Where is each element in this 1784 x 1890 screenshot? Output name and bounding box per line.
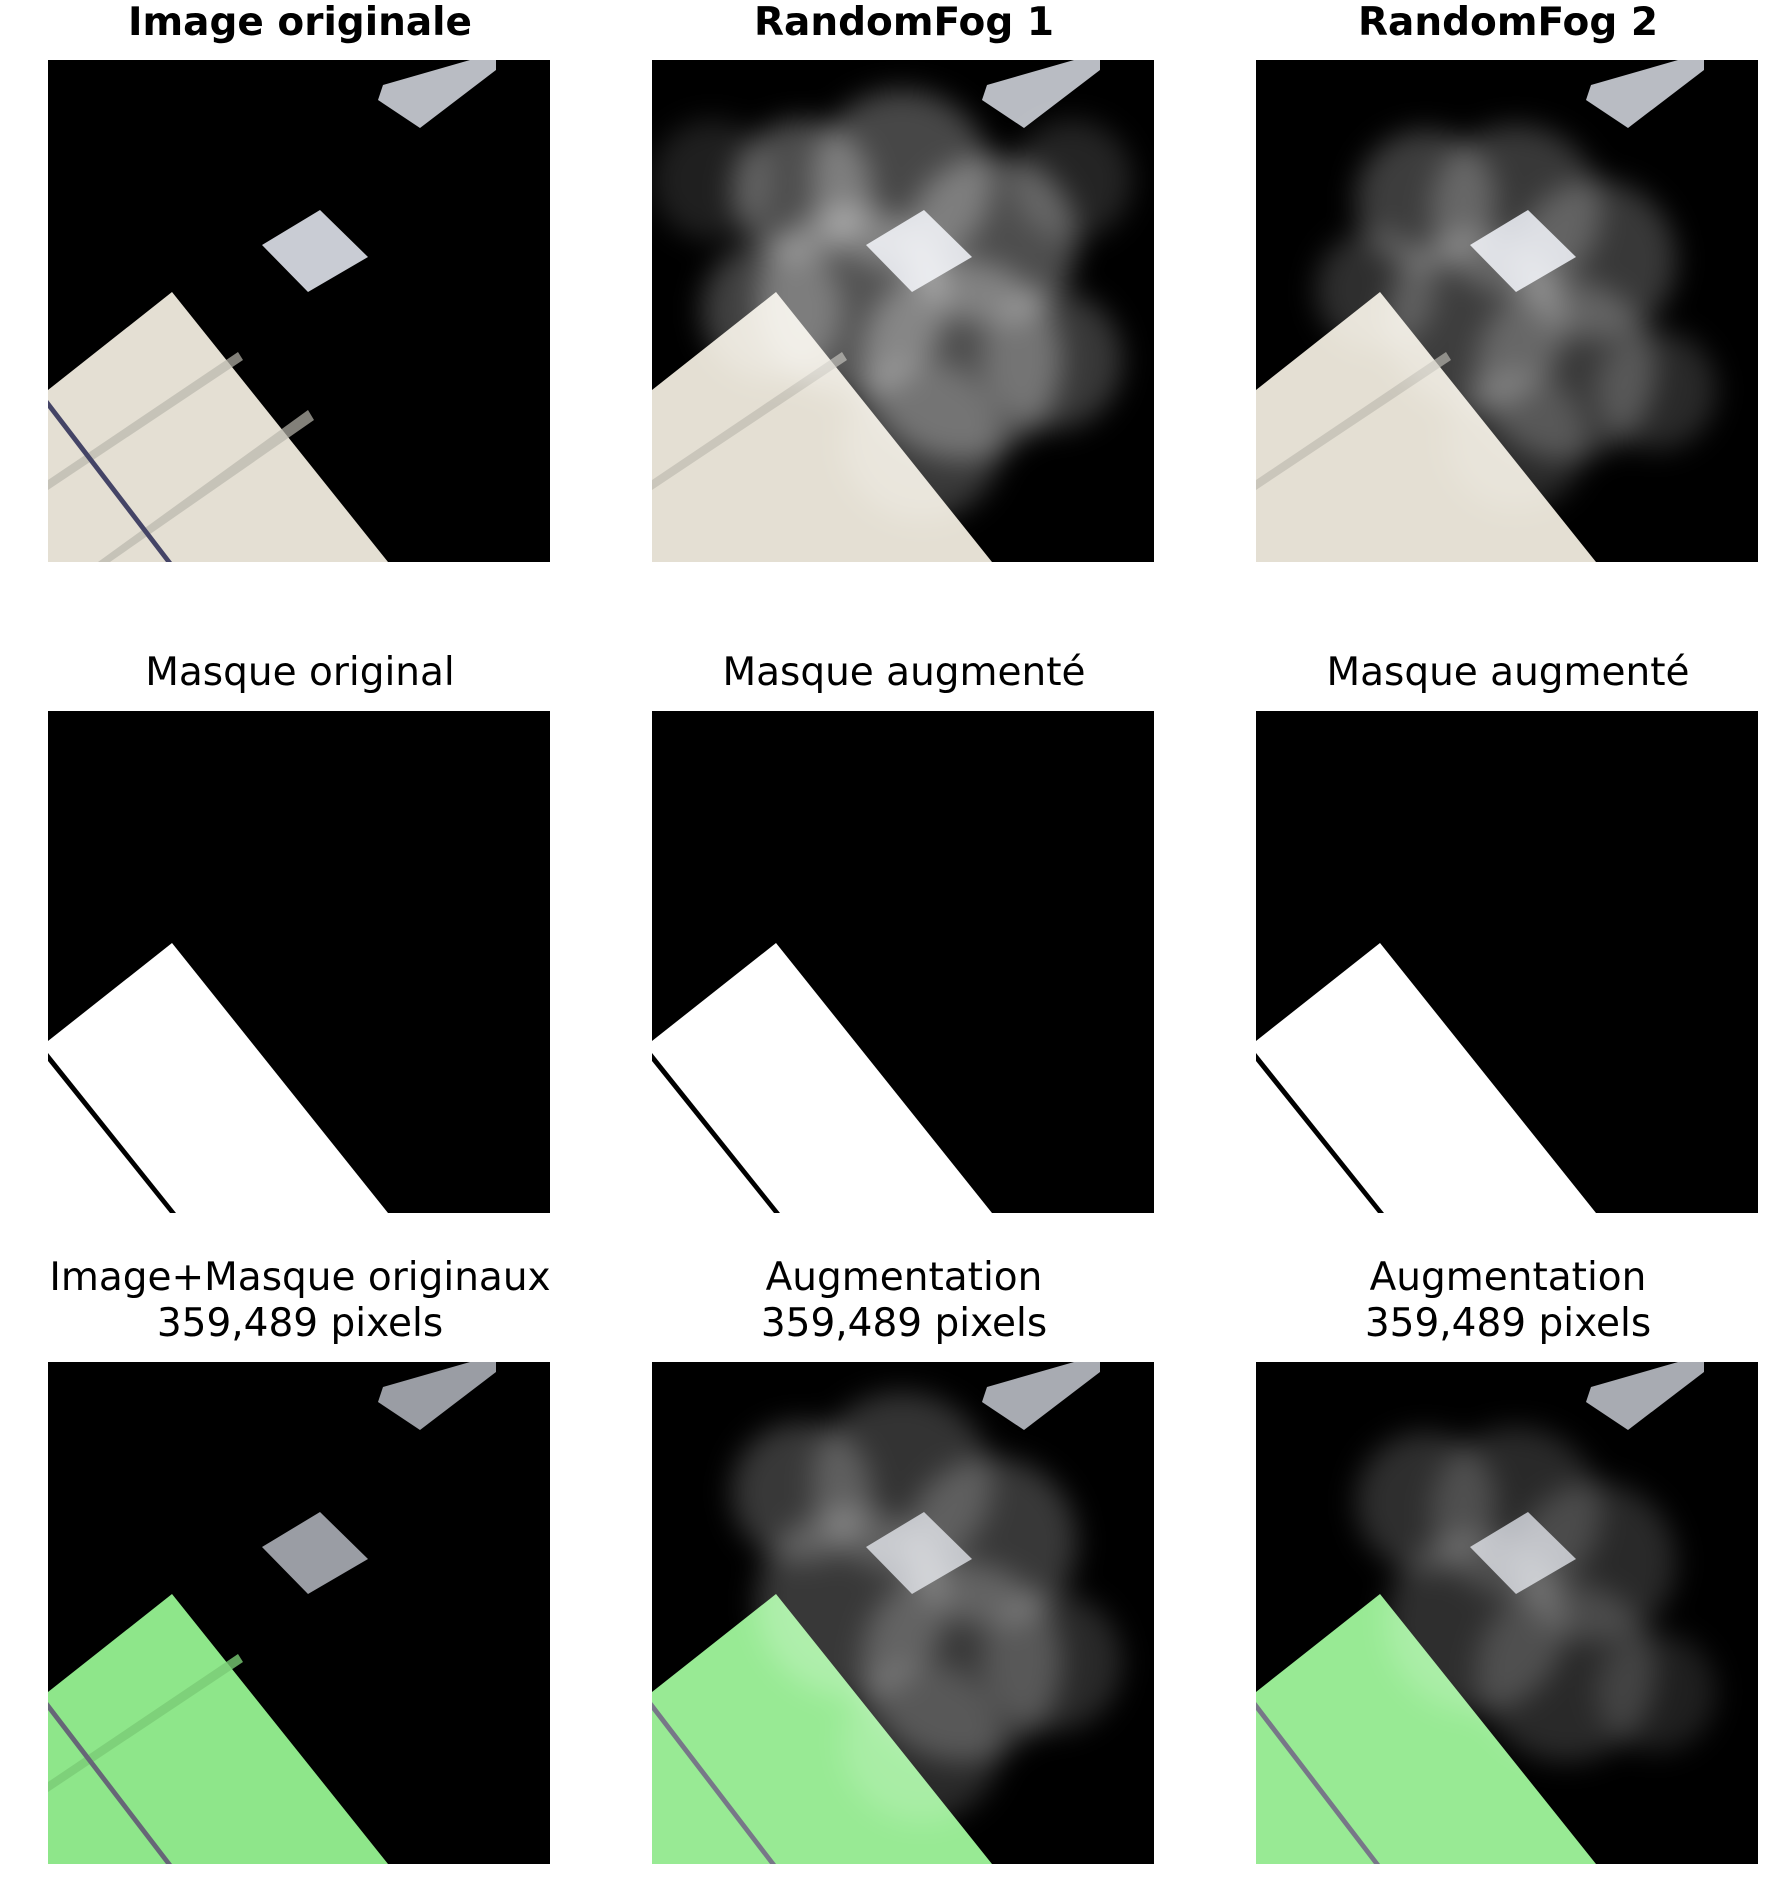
panel-title-augmented-mask-1: Masque augmenté [722,650,1086,695]
binary-mask-augmented-2 [1256,711,1758,1213]
augmentation-1-overlay-panel [652,1362,1154,1864]
panel-title-original-mask: Masque original [145,650,455,695]
aerial-image-fog-1 [652,60,1154,562]
panel-title-randomfog-1: RandomFog 1 [754,0,1054,45]
original-image-panel [48,60,550,562]
top-building [378,60,496,128]
fog-layer [652,90,1132,520]
aerial-image-fog-2 [1256,60,1758,562]
augmented-mask-1-panel [652,711,1154,1213]
image-mask-overlay-fog-1 [652,1362,1154,1864]
augmented-mask-2-panel [1256,711,1758,1213]
panel-title-original-image: Image originale [128,0,472,45]
binary-mask-augmented-1 [652,711,1154,1213]
panel-title-augmentation-1: Augmentation 359,489 pixels [760,1255,1048,1346]
randomfog-2-panel [1256,60,1758,562]
panel-title-augmentation-2: Augmentation 359,489 pixels [1364,1255,1652,1346]
original-overlay-panel [48,1362,550,1864]
image-mask-overlay-original [48,1362,550,1864]
augmentation-2-overlay-panel [1256,1362,1758,1864]
binary-mask-original [48,711,550,1213]
panel-title-randomfog-2: RandomFog 2 [1358,0,1658,45]
roof-shape [48,292,388,562]
panel-title-original-overlay: Image+Masque originaux 359,489 pixels [49,1255,551,1346]
roof-edge-line [48,400,172,562]
aerial-image-original [48,60,550,562]
panel-title-augmented-mask-2: Masque augmenté [1326,650,1690,695]
original-mask-panel [48,711,550,1213]
image-mask-overlay-fog-2 [1256,1362,1758,1864]
small-building [262,210,368,292]
randomfog-1-panel [652,60,1154,562]
